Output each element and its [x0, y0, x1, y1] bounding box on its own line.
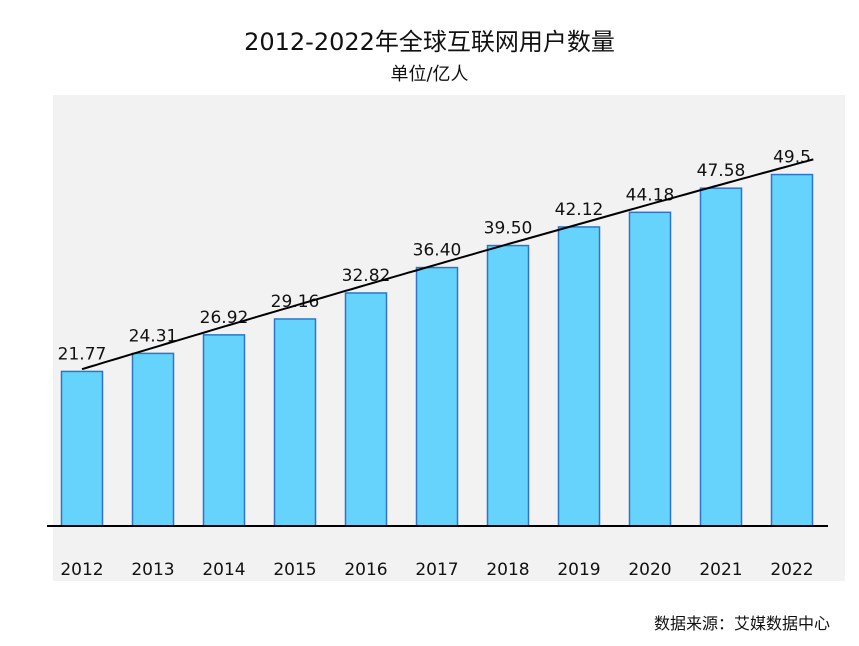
x-tick-label-2012: 2012 [60, 560, 103, 580]
data-label-2018: 39.50 [484, 219, 533, 239]
bar-2015 [273, 318, 317, 527]
x-tick-label-2013: 2013 [131, 560, 174, 580]
bar-2020 [628, 211, 672, 527]
bar-2017 [415, 266, 459, 527]
bar-2016 [344, 292, 388, 527]
bar-2021 [699, 187, 743, 527]
x-tick-label-2020: 2020 [628, 560, 671, 580]
data-label-2012: 21.77 [58, 344, 107, 364]
data-label-2017: 36.40 [413, 241, 462, 261]
bar-2022 [770, 173, 814, 527]
source-note: 数据来源：艾媒数据中心 [653, 614, 830, 633]
data-label-2015: 29.16 [271, 292, 320, 312]
chart-title: 2012-2022年全球互联网用户数量 [244, 28, 615, 56]
x-tick-label-2021: 2021 [699, 560, 742, 580]
data-label-2019: 42.12 [555, 200, 604, 220]
x-tick-label-2014: 2014 [202, 560, 245, 580]
data-label-2013: 24.31 [129, 326, 178, 346]
bar-2013 [131, 352, 175, 527]
x-tick-label-2018: 2018 [486, 560, 529, 580]
trendline [81, 158, 814, 371]
chart-subtitle: 单位/亿人 [390, 64, 469, 85]
bar-2014 [202, 334, 246, 527]
x-tick-label-2015: 2015 [273, 560, 316, 580]
bar-2012 [60, 370, 104, 527]
data-label-2016: 32.82 [342, 266, 391, 286]
x-tick-label-2019: 2019 [557, 560, 600, 580]
data-label-2014: 26.92 [200, 308, 249, 328]
bar-2019 [557, 226, 601, 527]
bar-2018 [486, 244, 530, 527]
x-tick-label-2022: 2022 [770, 560, 813, 580]
x-tick-label-2016: 2016 [344, 560, 387, 580]
x-tick-label-2017: 2017 [415, 560, 458, 580]
data-label-2021: 47.58 [697, 161, 746, 181]
data-label-2020: 44.18 [626, 185, 675, 205]
